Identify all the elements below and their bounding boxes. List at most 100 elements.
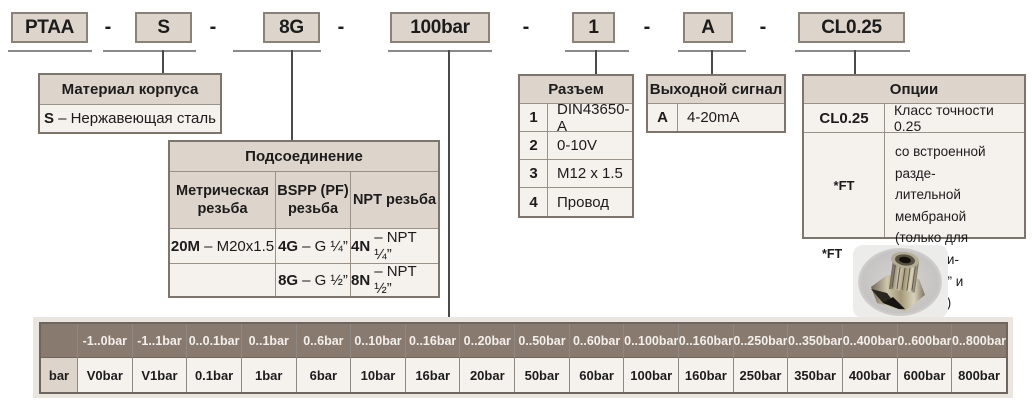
pressure-column: 0..6bar 6bar (295, 324, 351, 392)
code-separator: - (209, 15, 217, 38)
connection-col-bspp: BSPP (PF) резьба (276, 172, 351, 228)
material-code: S (44, 110, 55, 127)
connector-row: 3 M12 x 1.5 (520, 160, 632, 188)
connector-line (711, 50, 713, 75)
pressure-code-cell: 60bar (569, 358, 624, 392)
pressure-column: -1..1bar V1bar (131, 324, 187, 392)
pressure-column: 0..400bar 400bar (841, 324, 897, 392)
material-desc: – Нержавеющая сталь (58, 110, 216, 127)
output-signal-row: A 4-20mA (648, 104, 784, 131)
options-desc-line: со встроенной разде- (895, 144, 986, 181)
pressure-range-header: 0..20bar (460, 324, 515, 358)
ft-photo-label: *FT (822, 247, 843, 261)
code-separator: - (104, 15, 112, 38)
pressure-code-cell: 600bar (897, 358, 952, 392)
material-table: Материал корпуса S – Нержавеющая сталь (38, 73, 222, 134)
pressure-code-cell: 6bar (296, 358, 351, 392)
connection-desc: – NPT ¼” (374, 229, 417, 263)
pressure-code-cell: 0.1bar (187, 358, 241, 392)
pressure-code-cell: 100bar (624, 358, 679, 392)
connector-line (448, 50, 450, 322)
pressure-column: 0..20bar 20bar (459, 324, 515, 392)
connection-code: 4N (351, 237, 371, 255)
connector-line (854, 50, 856, 75)
connection-cell: 8N – NPT ½” (351, 263, 438, 297)
connection-col-npt: NPT резьба (351, 172, 438, 228)
connector-line (291, 50, 293, 141)
options-desc-cl025: Класс точности 0.25 (885, 102, 1024, 134)
pressure-fitting-photo (853, 245, 948, 318)
pressure-column: 0..600bar 600bar (896, 324, 952, 392)
pressure-code-cell: 10bar (351, 358, 405, 392)
pressure-row-label: bar (41, 358, 77, 392)
underline (8, 50, 92, 52)
underline (388, 50, 492, 52)
pressure-column: 0..10bar 10bar (350, 324, 405, 392)
connector-table: Разъем 1 DIN43650-A 2 0-10V 3 M12 x 1.5 … (518, 74, 634, 218)
pressure-code-cell: 50bar (515, 358, 569, 392)
pressure-code-cell: 250bar (733, 358, 788, 392)
pressure-range-header: 0..0.1bar (187, 324, 241, 358)
pressure-range-header: 0..250bar (733, 324, 788, 358)
connector-code: 1 (520, 104, 548, 131)
options-code-cl025: CL0.25 (804, 104, 885, 132)
connection-desc: – M20x1.5 (204, 237, 275, 255)
connection-table: Подсоединение Метрическая резьба BSPP (P… (168, 140, 440, 298)
pressure-code-cell: 160bar (679, 358, 733, 392)
pressure-column: 0..160bar 160bar (678, 324, 733, 392)
pressure-column: 0..60bar 60bar (568, 324, 624, 392)
options-table: Опции CL0.25 Класс точности 0.25 *FT со … (802, 74, 1026, 310)
connector-row: 2 0-10V (520, 132, 632, 160)
connection-col-metric: Метрическая резьба (170, 172, 276, 228)
pressure-code-cell: 800bar (952, 358, 1006, 392)
pressure-range-header: 0..400bar (843, 324, 897, 358)
options-desc-ft: со встроенной разде- лительной мембраной… (885, 133, 1024, 310)
output-signal-title: Выходной сигнал (648, 76, 784, 104)
code-segment-options: CL0.25 (798, 12, 905, 43)
connection-desc: – G ½” (302, 271, 348, 289)
pressure-range-header: 0..60bar (569, 324, 624, 358)
connection-cell: 8G – G ½” (276, 264, 351, 296)
connection-desc: – NPT ½” (374, 263, 417, 297)
pressure-range-header: 0..800bar (952, 324, 1006, 358)
connection-desc: – G ¼” (302, 237, 348, 255)
connection-code: 4G (278, 237, 299, 255)
code-segment-output: A (683, 12, 733, 43)
material-row: S – Нержавеющая сталь (40, 105, 220, 132)
pressure-code-cell: 20bar (460, 358, 515, 392)
pressure-column: 0..0.1bar 0.1bar (186, 324, 241, 392)
pressure-range-header: 0..1bar (241, 324, 296, 358)
code-segment-series: PTAA (11, 12, 88, 43)
pressure-code-cell: 400bar (842, 358, 897, 392)
fitting-icon (853, 245, 948, 318)
connection-code: 8N (351, 271, 371, 289)
connection-cell-empty (170, 264, 276, 296)
options-code-ft: *FT (804, 133, 885, 237)
code-separator: - (759, 15, 767, 38)
pressure-range-header: 0..10bar (351, 324, 405, 358)
pressure-table: bar -1..0bar V0bar -1..1bar V1bar 0..0.1bar 0… (39, 322, 1008, 394)
pressure-range-header: 0..16bar (405, 324, 460, 358)
pressure-code-cell: 16bar (405, 358, 460, 392)
pressure-column: 0..1bar 1bar (240, 324, 296, 392)
pressure-column: 0..250bar 250bar (732, 324, 788, 392)
pressure-column: 0..800bar 800bar (951, 324, 1006, 392)
connector-desc: M12 x 1.5 (548, 160, 632, 187)
output-signal-desc: 4-20mA (678, 104, 784, 131)
connector-desc: DIN43650-A (548, 101, 632, 135)
connection-cell: 20M – M20x1.5 (170, 229, 276, 263)
pressure-code-cell: V1bar (132, 358, 187, 392)
pressure-range-header: -1..0bar (78, 324, 132, 358)
connection-table-title: Подсоединение (170, 142, 438, 172)
pressure-column: 0..50bar 50bar (514, 324, 569, 392)
pressure-columns: -1..0bar V0bar -1..1bar V1bar 0..0.1bar 0.1ba… (77, 324, 1006, 392)
pressure-range-header: 0..50bar (515, 324, 569, 358)
code-segment-connector: 1 (572, 12, 615, 43)
output-signal-table: Выходной сигнал A 4-20mA (646, 74, 786, 133)
output-signal-code: A (648, 104, 678, 131)
options-desc-line: лительной мембраной (895, 187, 967, 224)
pressure-range-header: 0..160bar (679, 324, 733, 358)
connector-row: 4 Провод (520, 188, 632, 216)
connector-row: 1 DIN43650-A (520, 101, 632, 135)
underline (795, 50, 910, 52)
